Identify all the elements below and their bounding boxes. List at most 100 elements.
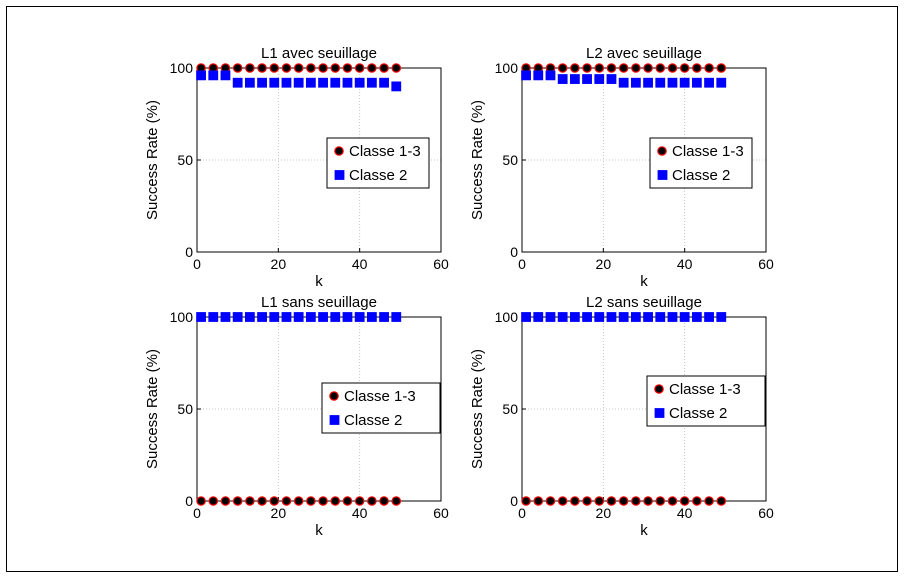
- data-point-square: [330, 77, 341, 88]
- x-axis-label: k: [640, 522, 648, 539]
- data-point-square: [618, 312, 629, 322]
- data-point-circle: [582, 496, 592, 506]
- data-point-circle: [269, 63, 280, 73]
- legend-label: Classe 2: [344, 412, 402, 429]
- y-axis-label: Success Rate (%): [144, 349, 161, 469]
- data-point-circle: [306, 63, 316, 73]
- data-point-square: [354, 77, 365, 88]
- data-point-square: [342, 77, 353, 88]
- data-point-square: [594, 74, 605, 84]
- series-1: [196, 496, 402, 506]
- legend-marker-square: [334, 170, 345, 180]
- data-point-circle: [533, 496, 544, 506]
- legend-marker-square: [329, 415, 340, 425]
- data-point-square: [293, 312, 304, 322]
- data-point-square: [379, 77, 389, 88]
- data-point-circle: [342, 63, 353, 73]
- data-point-circle: [293, 496, 304, 506]
- data-point-circle: [618, 496, 629, 506]
- data-point-circle: [545, 496, 556, 506]
- y-tick-label: 0: [185, 244, 193, 260]
- data-point-circle: [631, 496, 641, 506]
- data-point-square: [196, 70, 206, 81]
- data-point-square: [557, 312, 568, 322]
- data-point-circle: [606, 496, 617, 506]
- data-point-square: [667, 312, 678, 322]
- data-point-circle: [257, 496, 267, 506]
- data-point-square: [521, 70, 531, 81]
- data-point-square: [679, 77, 690, 88]
- data-point-square: [533, 70, 544, 81]
- data-point-square: [354, 312, 365, 322]
- data-point-circle: [570, 63, 580, 73]
- legend-label: Classe 2: [349, 167, 407, 184]
- data-point-square: [655, 312, 666, 322]
- y-tick-label: 100: [170, 309, 194, 325]
- legend-label: Classe 2: [669, 405, 727, 422]
- data-point-square: [545, 70, 556, 81]
- data-point-circle: [306, 496, 316, 506]
- y-tick-label: 100: [170, 60, 194, 76]
- data-point-circle: [655, 63, 666, 73]
- data-point-circle: [716, 63, 727, 73]
- x-tick-label: 20: [271, 505, 287, 521]
- data-point-square: [281, 312, 292, 322]
- y-axis-label: Success Rate (%): [469, 100, 486, 220]
- data-point-square: [232, 312, 243, 322]
- data-point-square: [269, 312, 280, 322]
- data-point-square: [691, 312, 702, 322]
- data-point-circle: [318, 496, 328, 506]
- data-point-square: [667, 77, 678, 88]
- data-point-square: [630, 77, 641, 88]
- data-point-circle: [521, 496, 531, 506]
- legend-box: [646, 375, 766, 427]
- data-point-circle: [281, 63, 292, 73]
- data-point-square: [594, 312, 605, 322]
- x-tick-label: 60: [758, 505, 774, 521]
- data-point-circle: [679, 63, 690, 73]
- legend-label: Classe 1-3: [669, 381, 741, 398]
- y-tick-label: 0: [185, 493, 193, 509]
- data-point-square: [582, 74, 592, 84]
- legend: Classe 1-3 Classe 2: [326, 137, 430, 189]
- series-1: [521, 496, 727, 506]
- legend-marker-circle: [329, 391, 339, 401]
- data-point-square: [569, 74, 580, 84]
- series-2: [521, 70, 727, 88]
- data-point-square: [606, 74, 617, 84]
- data-point-circle: [220, 496, 231, 506]
- data-point-circle: [692, 496, 702, 506]
- legend-marker-square: [654, 408, 665, 418]
- legend-label: Classe 2: [672, 167, 730, 184]
- data-point-circle: [631, 63, 641, 73]
- data-point-square: [391, 312, 402, 322]
- y-axis-label: Success Rate (%): [144, 100, 161, 220]
- data-point-circle: [667, 63, 678, 73]
- chart-title: L2 sans seuillage: [586, 294, 702, 311]
- series-2: [196, 312, 402, 322]
- data-point-circle: [367, 496, 377, 506]
- legend-marker-square: [657, 170, 668, 180]
- data-point-square: [330, 312, 341, 322]
- data-point-circle: [570, 496, 580, 506]
- data-point-square: [342, 312, 353, 322]
- data-point-square: [691, 77, 702, 88]
- subplot-1: 0 20 40 60 0 50 100 L1 avec seuillage k Success R…: [144, 45, 449, 290]
- data-point-circle: [269, 496, 280, 506]
- data-point-square: [232, 77, 243, 88]
- data-point-circle: [692, 63, 702, 73]
- y-tick-label: 50: [502, 152, 518, 168]
- x-tick-label: 20: [596, 505, 612, 521]
- legend-box: [321, 382, 441, 434]
- y-axis-label: Success Rate (%): [469, 349, 486, 469]
- data-point-square: [366, 77, 377, 88]
- data-point-circle: [391, 63, 402, 73]
- data-point-circle: [354, 496, 365, 506]
- subplot-2: 0 20 40 60 0 50 100 L2 avec seuillage k Success R…: [469, 45, 774, 290]
- x-tick-label: 60: [433, 505, 449, 521]
- data-point-square: [643, 312, 653, 322]
- data-point-circle: [379, 496, 389, 506]
- legend-label: Classe 1-3: [344, 388, 416, 405]
- data-point-circle: [245, 63, 255, 73]
- data-point-square: [521, 312, 531, 322]
